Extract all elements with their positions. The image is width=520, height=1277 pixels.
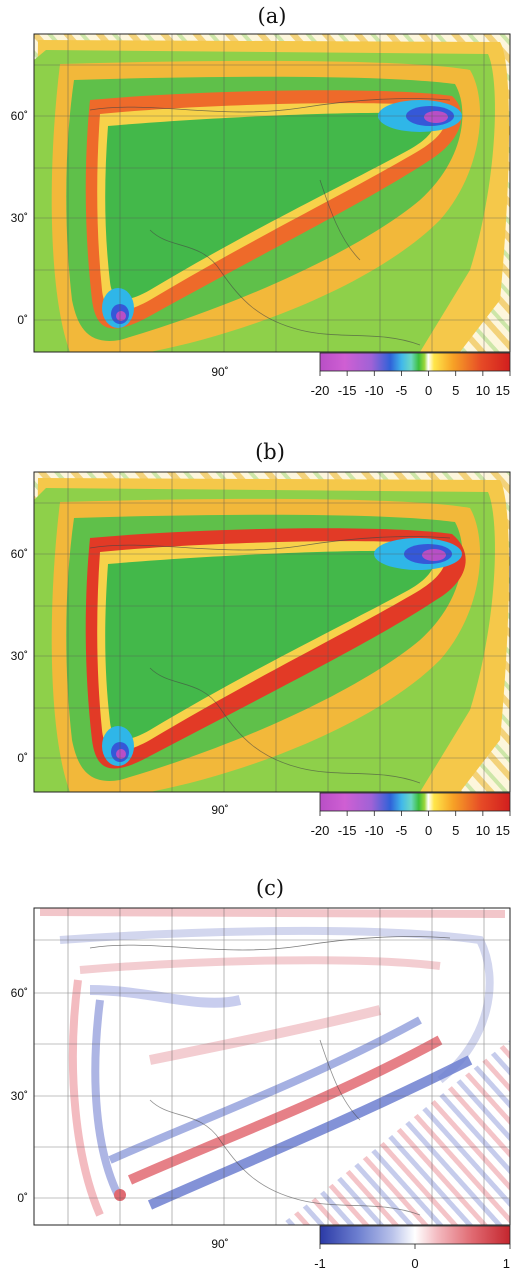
panel-title: (c)	[256, 876, 284, 900]
colorbar-tick-label: 10	[476, 823, 490, 838]
colorbar-tick-label: 15	[496, 383, 510, 398]
colorbar	[319, 792, 511, 812]
colorbar-tick-label: 5	[452, 823, 459, 838]
lon-tick-label: 90˚	[211, 1237, 228, 1251]
panel-b: (b) 60˚ 30˚ 0˚	[11, 440, 511, 838]
colorbar-tick-label: -1	[314, 1256, 326, 1271]
graticule	[34, 472, 510, 792]
graticule	[34, 908, 510, 1225]
panel-title: (a)	[258, 4, 287, 28]
lat-tick-label: 0˚	[17, 313, 28, 327]
panel-a: (a)	[11, 4, 511, 398]
colorbar-tick-label: -10	[365, 823, 384, 838]
colorbar-ticks: -20 -15 -10 -5 0 5 10 15	[311, 811, 511, 838]
colorbar-tick-label: -10	[365, 383, 384, 398]
colorbar-ticks: -1 0 1	[314, 1244, 511, 1271]
panel-c: (c) 60˚ 30˚ 0˚	[11, 876, 511, 1271]
lon-tick-label: 90˚	[211, 365, 228, 379]
colorbar-tick-label: 15	[496, 823, 510, 838]
lat-tick-label: 30˚	[11, 1089, 28, 1103]
colorbar-tick-label: -5	[396, 823, 408, 838]
lon-tick-label: 90˚	[211, 803, 228, 817]
map-field	[34, 908, 510, 1225]
colorbar-tick-label: -5	[396, 383, 408, 398]
lat-tick-label: 30˚	[11, 649, 28, 663]
colorbar-tick-label: 0	[425, 383, 432, 398]
lat-tick-label: 0˚	[17, 1191, 28, 1205]
map-field	[34, 34, 510, 352]
lat-tick-label: 0˚	[17, 751, 28, 765]
colorbar-tick-label: -15	[338, 823, 357, 838]
colorbar-tick-label: -15	[338, 383, 357, 398]
map-frame	[33, 471, 511, 793]
colorbar	[319, 352, 511, 372]
graticule	[34, 34, 510, 352]
colorbar-tick-label: 1	[503, 1256, 510, 1271]
colorbar-tick-label: -20	[311, 383, 330, 398]
lat-tick-label: 30˚	[11, 211, 28, 225]
lat-tick-label: 60˚	[11, 986, 28, 1000]
map-frame	[33, 907, 511, 1226]
colorbar-tick-label: 0	[411, 1256, 418, 1271]
panel-title: (b)	[255, 440, 285, 464]
colorbar-tick-label: 5	[452, 383, 459, 398]
colorbar-ticks: -20 -15 -10 -5 0 5 10 15	[311, 371, 511, 398]
lat-tick-label: 60˚	[11, 547, 28, 561]
colorbar	[319, 1225, 511, 1245]
map-frame	[33, 33, 511, 353]
colorbar-tick-label: 0	[425, 823, 432, 838]
colorbar-tick-label: -20	[311, 823, 330, 838]
lat-tick-label: 60˚	[11, 109, 28, 123]
colorbar-tick-label: 10	[476, 383, 490, 398]
map-field	[34, 472, 510, 792]
